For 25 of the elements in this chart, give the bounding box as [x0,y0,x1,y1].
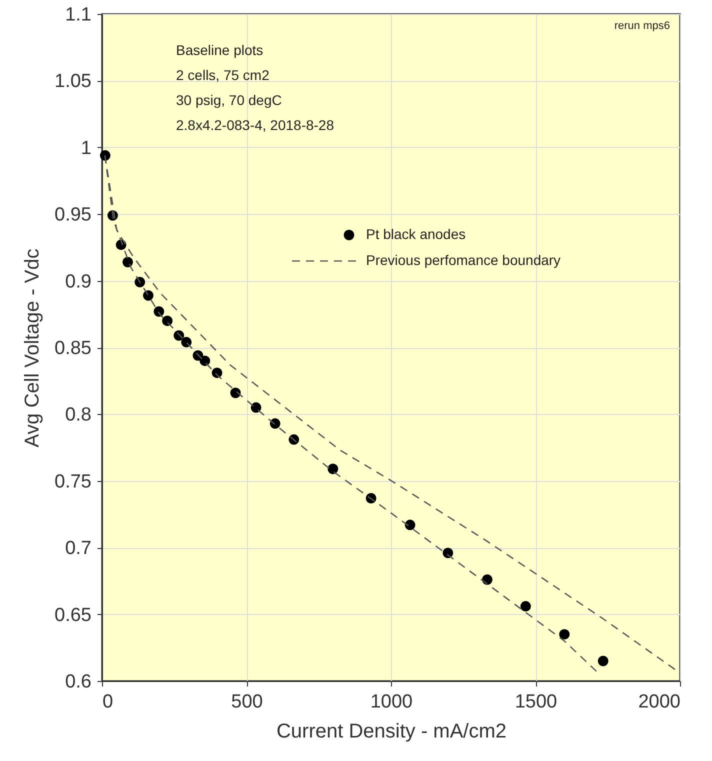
y-tick-label: 0.8 [65,404,92,426]
annotation: 2.8x4.2-083-4, 2018-8-28 [176,117,334,133]
y-tick-label: 0.75 [54,471,92,492]
annotation: 2 cells, 75 cm2 [176,67,270,83]
annotation: 30 psig, 70 degC [176,92,282,108]
x-tick-label: 1500 [514,692,558,712]
y-tick-label: 0.65 [54,604,92,626]
y-tick-label: 0.6 [65,672,92,692]
y-tick-label: 0.85 [54,338,92,359]
y-tick-label: 0.7 [65,538,92,560]
x-tick-label: 1000 [370,692,413,712]
x-tick-label: 0 [102,692,114,712]
x-tick-label: 2000 [638,692,680,712]
y-tick-label: 0.9 [65,271,92,292]
legend-label: Previous perfomance boundary [366,252,561,268]
x-axis-title: Current Density - mA/cm2 [276,720,507,742]
annotation: Baseline plots [176,42,264,58]
y-tick-label: 1.1 [65,4,92,26]
y-tick-label: 1.05 [54,71,92,92]
y-tick-label: 0.95 [54,204,92,226]
x-tick-label: 500 [231,692,263,712]
y-axis-title: Avg Cell Voltage - Vdc [22,248,44,448]
y-tick-label: 1 [80,138,92,159]
legend-label: Pt black anodes [366,226,466,242]
annotation: rerun mps6 [614,20,670,32]
